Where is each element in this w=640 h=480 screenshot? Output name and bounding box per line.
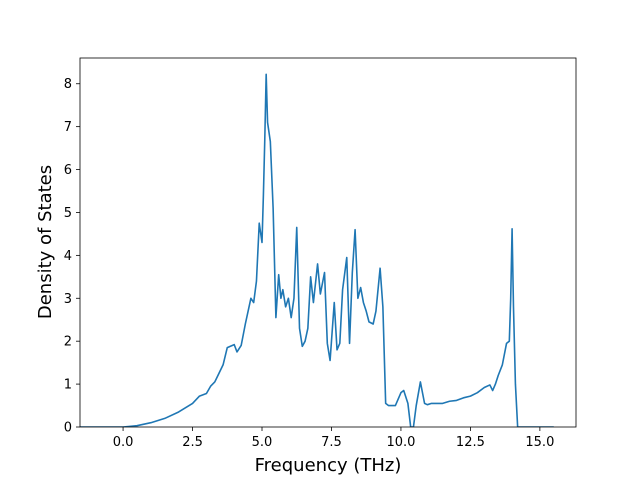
x-axis-label: Frequency (THz) (255, 455, 402, 476)
x-tick-label: 7.5 (321, 435, 342, 450)
y-tick-label: 8 (64, 77, 72, 92)
x-tick-label: 10.0 (386, 435, 415, 450)
x-axis-ticks: 0.0 2.5 5.0 7.5 10.0 12.5 15.0 (113, 427, 554, 450)
y-axis-ticks: 0 1 2 3 4 5 6 7 8 (64, 77, 80, 436)
y-tick-label: 0 (64, 421, 72, 436)
y-tick-label: 4 (64, 249, 72, 264)
y-tick-label: 3 (64, 292, 72, 307)
x-tick-label: 5.0 (252, 435, 273, 450)
y-tick-label: 5 (64, 206, 72, 221)
x-tick-label: 2.5 (182, 435, 203, 450)
y-tick-label: 2 (64, 335, 72, 350)
x-tick-label: 0.0 (113, 435, 134, 450)
y-tick-label: 7 (64, 120, 72, 135)
y-tick-label: 1 (64, 378, 72, 393)
plot-area-background (80, 58, 576, 427)
y-tick-label: 6 (64, 163, 72, 178)
y-axis-label: Density of States (35, 165, 56, 319)
dos-series-line (80, 73, 554, 427)
x-tick-label: 12.5 (456, 435, 485, 450)
plot-frame (79, 57, 577, 428)
x-tick-label: 15.0 (525, 435, 554, 450)
